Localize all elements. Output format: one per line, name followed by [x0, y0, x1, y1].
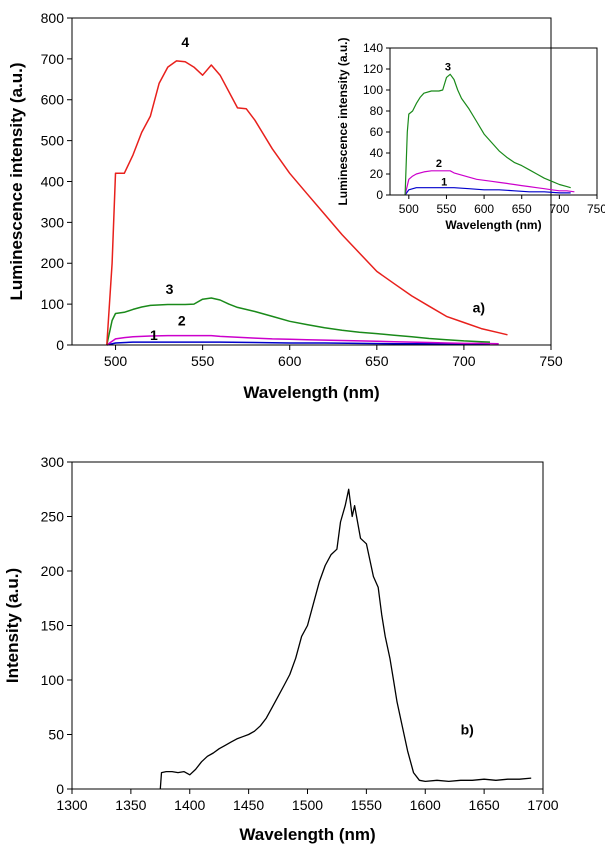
panel-b-x-tick-label: 1450 [233, 797, 264, 813]
panel-a-inset-x-tick-label: 650 [512, 202, 532, 216]
panel-a-main-chart: 500 550 600 650 700 750 010020030040050060070… [7, 10, 563, 402]
panel-a-annotation: a) [473, 299, 485, 315]
panel-a-main-x-axis-title: Wavelength (nm) [243, 383, 379, 402]
panel-a-inset-series-3-line [404, 73, 571, 196]
panel-a-inset-plot-frame [389, 47, 598, 196]
panel-a-inset-y-tick-label: 140 [363, 41, 383, 55]
panel-a-inset-y-tick-label: 20 [370, 167, 384, 181]
panel-a-main-plot-frame [71, 17, 552, 346]
panel-b-y-tick-label: 0 [56, 781, 64, 797]
panel-a-main-series-label-3: 3 [166, 281, 174, 297]
panel-a-main-series-label-4: 4 [181, 34, 189, 50]
panel-b-y-tick-label: 50 [48, 726, 64, 742]
panel-b-x-tick-label: 1550 [351, 797, 382, 813]
panel-b-x-tick-label: 1500 [292, 797, 323, 813]
panel-a-inset-x-tick-label: 700 [549, 202, 569, 216]
panel-a-main-y-tick-label: 0 [56, 337, 64, 353]
panel-a-main-series-label-1: 1 [150, 327, 158, 343]
panel-a-inset-y-tick-label: 80 [370, 104, 384, 118]
panel-a-inset-y-tick-label: 120 [363, 62, 383, 76]
panel-a-main-series-label-2: 2 [178, 313, 186, 329]
panel-a-main-x-tick-label: 550 [191, 353, 215, 369]
panel-b-y-tick-label: 250 [41, 508, 65, 524]
panel-a-inset-series-2-line [404, 170, 575, 196]
panel-b-x-tick-label: 1650 [469, 797, 500, 813]
panel-b-y-tick-label: 100 [41, 672, 65, 688]
panel-a-main-y-tick-label: 300 [41, 214, 65, 230]
panel-a-main-series-3-line [106, 297, 491, 346]
panel-b-annotation: b) [461, 722, 474, 738]
panel-a-main-y-tick-label: 400 [41, 173, 65, 189]
panel-b-series-0-line [159, 488, 532, 790]
panel-a-inset-y-tick-label: 40 [370, 146, 384, 160]
panel-a-inset-y-tick-label: 0 [376, 188, 383, 202]
panel-b-x-tick-label: 1600 [410, 797, 441, 813]
panel-a-inset-x-tick-label: 550 [436, 202, 456, 216]
panel-a-inset-x-tick-label: 500 [399, 202, 419, 216]
panel-a-main-x-tick-label: 700 [452, 353, 476, 369]
panel-a-main-y-tick-label: 800 [41, 10, 65, 26]
panel-a-main-y-tick-label: 600 [41, 92, 65, 108]
panel-a-main-y-tick-label: 200 [41, 255, 65, 271]
panel-b-y-axis-title: Intensity (a.u.) [3, 568, 22, 683]
panel-a-inset-series-label-3: 3 [445, 61, 451, 73]
panel-a-inset-y-tick-label: 100 [363, 83, 383, 97]
panel-a-main-series-1-line [106, 341, 490, 346]
panel-b-chart: 1300 1350 1400 1450 1500 1550 1600 1650 1700 0 50… [3, 454, 559, 844]
panel-a-main-y-tick-label: 100 [41, 296, 65, 312]
panel-a-main-series-2-line [106, 334, 499, 346]
panel-a-inset-x-axis-title: Wavelength (nm) [445, 218, 541, 232]
panel-a-inset-series-label-2: 2 [436, 158, 442, 170]
panel-a-inset-y-axis-title: Luminescence intensity (a.u.) [336, 37, 350, 205]
panel-a-main-y-tick-label: 500 [41, 133, 65, 149]
panel-a-inset-x-tick-label: 600 [474, 202, 494, 216]
panel-b-x-tick-label: 1700 [527, 797, 558, 813]
panel-a-main-series-4-line [106, 60, 508, 346]
panel-b-y-tick-label: 200 [41, 563, 65, 579]
panel-b-y-tick-label: 300 [41, 454, 65, 470]
panel-a-inset-y-tick-label: 60 [370, 125, 384, 139]
panel-a-main-y-tick-label: 700 [41, 51, 65, 67]
panel-b-x-tick-label: 1350 [115, 797, 146, 813]
panel-a-inset-series-1-line [404, 187, 571, 196]
panel-a-inset-series-label-1: 1 [441, 177, 447, 189]
panel-a-main-x-tick-label: 750 [539, 353, 563, 369]
panel-a-main-x-tick-label: 650 [365, 353, 389, 369]
panel-a-main-x-tick-label: 600 [278, 353, 302, 369]
panel-a-inset-x-tick-label: 750 [587, 202, 605, 216]
panel-b-x-tick-label: 1400 [174, 797, 205, 813]
panel-a-inset-chart: 500 550 600 650 700 750 0 20 40 60 80 100 120 140 Wa… [336, 37, 605, 232]
panel-b-x-tick-label: 1300 [56, 797, 87, 813]
panel-a-main-x-tick-label: 500 [104, 353, 128, 369]
panel-b-x-axis-title: Wavelength (nm) [239, 825, 375, 844]
panel-a-main-y-axis-title: Luminescence intensity (a.u.) [7, 62, 26, 300]
panel-b-y-tick-label: 150 [41, 617, 65, 633]
